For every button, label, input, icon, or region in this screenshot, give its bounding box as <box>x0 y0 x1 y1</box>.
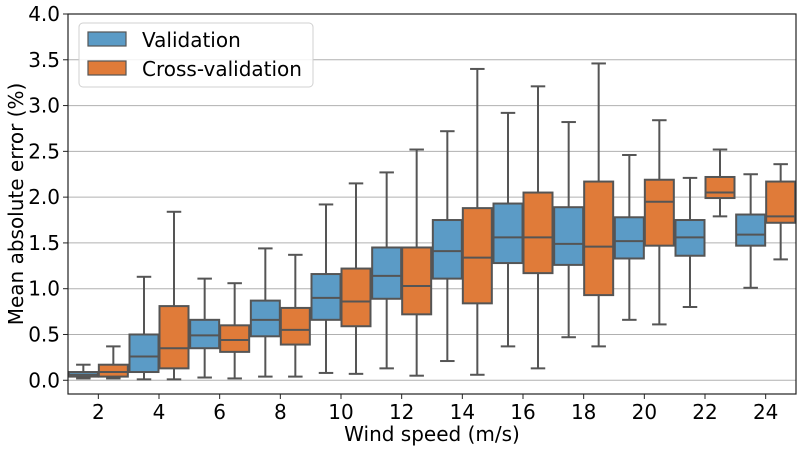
box-cross-validation-18 <box>583 62 615 348</box>
legend-label-validation: Validation <box>142 28 241 52</box>
box-iqr <box>340 267 372 328</box>
x-axis-label: Wind speed (m/s) <box>344 422 520 446</box>
box-cross-validation-10 <box>340 182 372 375</box>
x-tick-label: 22 <box>692 400 717 424</box>
box-cross-validation-14 <box>461 67 493 376</box>
legend-swatch-cross-validation <box>87 60 127 76</box>
box-iqr <box>643 178 675 247</box>
box-iqr <box>492 202 524 265</box>
box-cross-validation-24 <box>765 163 797 261</box>
legend-label-cross-validation: Cross-validation <box>142 57 302 81</box>
box-iqr <box>371 246 403 300</box>
legend-frame <box>78 22 314 88</box>
x-tick-label: 24 <box>753 400 778 424</box>
box-validation-18 <box>553 121 585 339</box>
y-tick-label: 0.0 <box>28 368 60 392</box>
box-validation-16 <box>492 111 524 348</box>
box-validation-22 <box>674 176 706 309</box>
x-tick-label: 4 <box>153 400 166 424</box>
box-cross-validation-8 <box>279 253 311 378</box>
box-iqr <box>128 333 160 374</box>
y-tick-label: 3.5 <box>28 48 60 72</box>
box-validation-12 <box>371 171 403 370</box>
box-iqr <box>158 305 190 370</box>
x-tick-label: 12 <box>389 400 414 424</box>
box-cross-validation-2 <box>97 345 129 380</box>
y-tick-label: 2.0 <box>28 185 60 209</box>
box-validation-20 <box>613 154 645 321</box>
box-validation-8 <box>249 247 281 378</box>
box-iqr <box>461 207 493 305</box>
x-tick-label: 6 <box>213 400 226 424</box>
y-tick-label: 0.5 <box>28 322 60 346</box>
box-iqr <box>249 299 281 338</box>
box-iqr <box>583 180 615 297</box>
x-tick-label: 2 <box>92 400 105 424</box>
box-iqr <box>97 363 129 378</box>
box-validation-6 <box>189 277 221 379</box>
y-tick-label: 1.5 <box>28 231 60 255</box>
box-iqr <box>219 324 251 353</box>
box-cross-validation-4 <box>158 210 190 381</box>
box-cross-validation-20 <box>643 119 675 326</box>
y-axis-ticks: 0.0 0.5 1.0 1.5 2.0 2.5 3.0 3.5 4.0 <box>28 2 68 392</box>
box-iqr <box>522 191 554 275</box>
box-validation-4 <box>128 275 160 381</box>
box-cross-validation-16 <box>522 85 554 370</box>
box-series <box>67 62 797 381</box>
plot-frame <box>67 13 797 395</box>
y-tick-label: 1.0 <box>28 277 60 301</box>
y-tick-label: 3.0 <box>28 94 60 118</box>
y-tick-label: 2.5 <box>28 139 60 163</box>
box-validation-2 <box>67 363 99 380</box>
x-tick-label: 16 <box>510 400 535 424</box>
box-cross-validation-22 <box>704 148 736 218</box>
box-iqr <box>735 213 767 247</box>
box-iqr <box>279 306 311 346</box>
box-iqr <box>613 216 645 260</box>
box-validation-10 <box>310 203 342 374</box>
box-iqr <box>553 206 585 266</box>
box-cross-validation-6 <box>219 282 251 380</box>
y-axis-label: Mean absolute error (%) <box>4 83 28 326</box>
legend-swatch-validation <box>87 31 127 47</box>
x-tick-label: 8 <box>274 400 287 424</box>
box-iqr <box>401 246 433 316</box>
x-tick-label: 18 <box>571 400 596 424</box>
x-tick-label: 20 <box>632 400 657 424</box>
box-cross-validation-12 <box>401 148 433 377</box>
box-iqr <box>704 175 736 200</box>
box-iqr <box>431 219 463 280</box>
box-validation-14 <box>431 130 463 363</box>
x-tick-label: 10 <box>328 400 353 424</box>
x-tick-label: 14 <box>450 400 475 424</box>
box-validation-24 <box>735 173 767 289</box>
box-iqr <box>189 318 221 350</box>
y-tick-label: 4.0 <box>28 2 60 26</box>
x-axis-ticks: 2 4 6 8 10 12 14 16 18 20 22 24 <box>92 394 778 424</box>
legend: Validation Cross-validation <box>78 22 314 88</box>
